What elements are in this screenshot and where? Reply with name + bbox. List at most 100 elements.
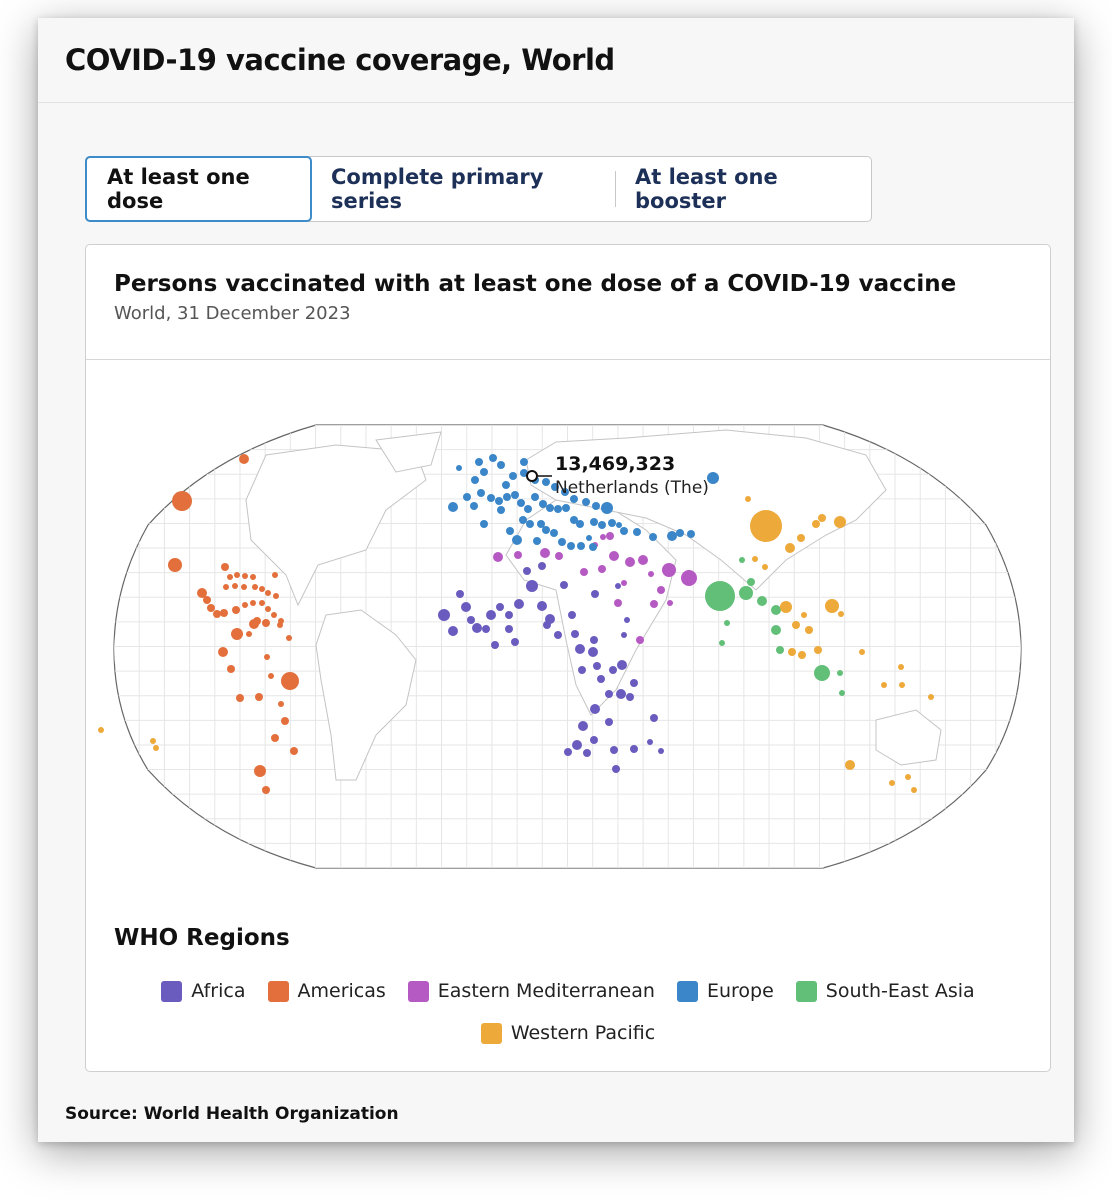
country-bubble[interactable] — [271, 734, 279, 742]
country-bubble[interactable] — [470, 502, 478, 510]
country-bubble[interactable] — [542, 526, 550, 534]
country-bubble[interactable] — [626, 693, 634, 701]
country-bubble[interactable] — [554, 505, 562, 513]
country-bubble[interactable] — [537, 601, 547, 611]
country-bubble[interactable] — [150, 738, 156, 744]
country-bubble[interactable] — [564, 748, 572, 756]
country-bubble[interactable] — [839, 690, 845, 696]
country-bubble[interactable] — [928, 694, 934, 700]
country-bubble[interactable] — [567, 542, 575, 550]
country-bubble[interactable] — [487, 494, 495, 502]
country-bubble[interactable] — [750, 510, 782, 542]
country-bubble[interactable] — [168, 558, 182, 572]
country-bubble[interactable] — [707, 472, 719, 484]
country-bubble[interactable] — [264, 654, 270, 660]
country-bubble[interactable] — [561, 488, 569, 496]
country-bubble[interactable] — [657, 586, 665, 594]
country-bubble[interactable] — [526, 580, 538, 592]
country-bubble[interactable] — [662, 563, 676, 577]
country-bubble[interactable] — [472, 623, 482, 633]
country-bubble[interactable] — [290, 747, 298, 755]
legend-item-eastern-mediterranean[interactable]: Eastern Mediterranean — [407, 980, 655, 1002]
country-bubble[interactable] — [234, 572, 240, 578]
country-bubble[interactable] — [550, 529, 558, 537]
country-bubble[interactable] — [250, 574, 256, 580]
country-bubble[interactable] — [590, 704, 600, 714]
country-bubble[interactable] — [249, 619, 259, 629]
country-bubble[interactable] — [514, 551, 522, 559]
country-bubble[interactable] — [624, 617, 630, 623]
country-bubble[interactable] — [262, 619, 270, 627]
country-bubble[interactable] — [520, 458, 528, 466]
country-bubble[interactable] — [598, 521, 606, 529]
country-bubble[interactable] — [495, 497, 503, 505]
country-bubble[interactable] — [570, 495, 578, 503]
country-bubble[interactable] — [588, 647, 598, 657]
country-bubble[interactable] — [491, 641, 499, 649]
country-bubble[interactable] — [227, 574, 233, 580]
legend-item-south-east-asia[interactable]: South-East Asia — [795, 980, 975, 1002]
country-bubble[interactable] — [213, 610, 221, 618]
country-bubble[interactable] — [252, 584, 258, 590]
country-bubble[interactable] — [614, 599, 622, 607]
country-bubble[interactable] — [572, 740, 582, 750]
country-bubble[interactable] — [814, 665, 830, 681]
country-bubble[interactable] — [531, 493, 539, 501]
country-bubble[interactable] — [512, 535, 522, 545]
country-bubble[interactable] — [514, 599, 524, 609]
country-bubble[interactable] — [241, 584, 247, 590]
country-bubble[interactable] — [268, 673, 274, 679]
country-bubble[interactable] — [837, 670, 843, 676]
country-bubble[interactable] — [762, 564, 768, 570]
country-bubble[interactable] — [838, 611, 844, 617]
country-bubble[interactable] — [798, 651, 806, 659]
country-bubble[interactable] — [456, 465, 462, 471]
country-bubble[interactable] — [281, 717, 289, 725]
country-bubble[interactable] — [667, 531, 677, 541]
country-bubble[interactable] — [617, 660, 627, 670]
country-bubble[interactable] — [616, 689, 626, 699]
country-bubble[interactable] — [246, 631, 252, 637]
country-bubble[interactable] — [255, 693, 263, 701]
country-bubble[interactable] — [620, 527, 628, 535]
country-bubble[interactable] — [590, 736, 598, 744]
country-bubble[interactable] — [278, 701, 284, 707]
country-bubble[interactable] — [739, 557, 745, 563]
country-bubble[interactable] — [577, 542, 585, 550]
country-bubble[interactable] — [583, 749, 591, 757]
country-bubble[interactable] — [911, 787, 917, 793]
country-bubble[interactable] — [543, 621, 551, 629]
country-bubble[interactable] — [859, 649, 865, 655]
country-bubble[interactable] — [505, 611, 513, 619]
world-map[interactable]: 13,469,323 Netherlands (The) — [86, 360, 1050, 920]
country-bubble[interactable] — [480, 468, 488, 476]
country-bubble[interactable] — [608, 519, 616, 527]
country-bubble[interactable] — [593, 662, 601, 670]
country-bubbles[interactable] — [86, 454, 934, 794]
country-bubble[interactable] — [558, 538, 566, 546]
country-bubble[interactable] — [486, 610, 496, 620]
country-bubble[interactable] — [739, 586, 753, 600]
country-bubble[interactable] — [482, 625, 490, 633]
country-bubble[interactable] — [281, 672, 299, 690]
tab-complete-primary-series[interactable]: Complete primary series — [331, 165, 544, 213]
country-bubble[interactable] — [818, 514, 826, 522]
country-bubble[interactable] — [506, 527, 514, 535]
country-bubble[interactable] — [227, 665, 235, 673]
country-bubble[interactable] — [542, 478, 550, 486]
country-bubble[interactable] — [578, 721, 588, 731]
legend-item-americas[interactable]: Americas — [267, 980, 386, 1002]
country-bubble[interactable] — [597, 675, 605, 683]
country-bubble[interactable] — [719, 640, 725, 646]
country-bubble[interactable] — [667, 600, 673, 606]
country-bubble[interactable] — [265, 606, 271, 612]
country-bubble[interactable] — [197, 588, 207, 598]
country-bubble[interactable] — [203, 596, 211, 604]
country-bubble[interactable] — [568, 611, 576, 619]
country-bubble[interactable] — [519, 516, 527, 524]
country-bubble[interactable] — [533, 537, 541, 545]
country-bubble[interactable] — [578, 666, 586, 674]
country-bubble[interactable] — [511, 491, 519, 499]
country-bubble[interactable] — [562, 504, 570, 512]
country-bubble[interactable] — [220, 609, 228, 617]
